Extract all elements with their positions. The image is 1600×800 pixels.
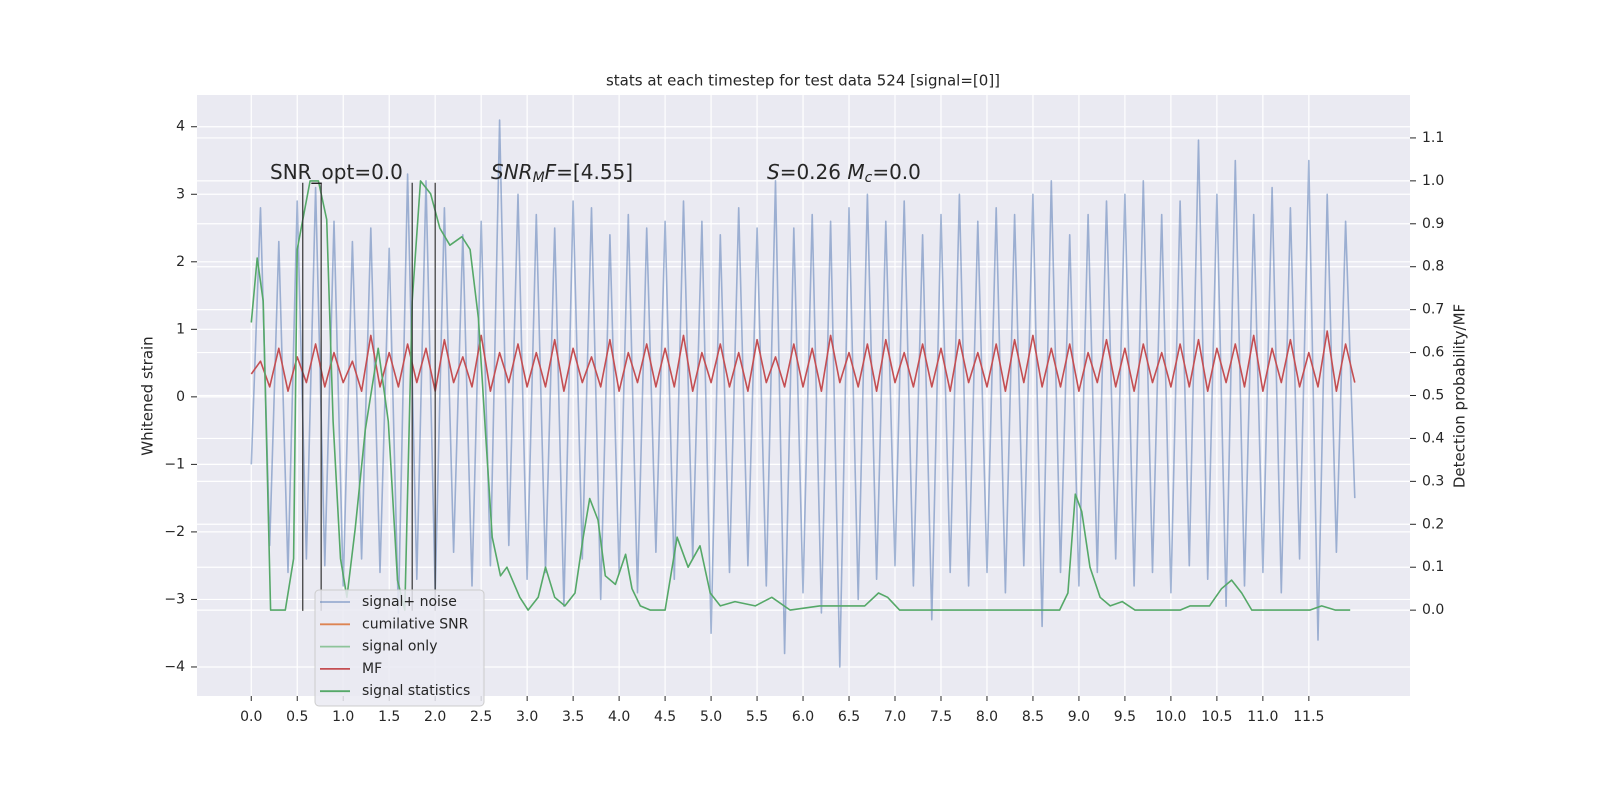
annotation: S=0.26 Mc=0.0 xyxy=(767,160,921,187)
y-tick-label: −2 xyxy=(164,524,185,540)
y2-tick-label: 0.9 xyxy=(1422,216,1444,232)
y2-tick-label: 0.5 xyxy=(1422,388,1444,404)
series-line xyxy=(250,180,1351,611)
annotation-part: SNR xyxy=(491,160,533,184)
y-axis-label: Whitened strain xyxy=(139,336,157,455)
x-tick-label: 9.5 xyxy=(1114,709,1136,725)
x-tick-label: 1.5 xyxy=(378,709,400,725)
x-tick-label: 10.5 xyxy=(1201,709,1232,725)
legend: signal+ noise cumilative SNR signal only MF… xyxy=(314,589,485,707)
annotation-part: c xyxy=(865,170,873,186)
x-tick-label: 10.0 xyxy=(1155,709,1186,725)
x-tick-label: 7.0 xyxy=(884,709,906,725)
x-tick-label: 0.0 xyxy=(240,709,262,725)
legend-label: signal only xyxy=(362,639,437,655)
x-tick-label: 8.5 xyxy=(1022,709,1044,725)
x-tick-label: 2.0 xyxy=(424,709,446,725)
x-tick-label: 5.0 xyxy=(700,709,722,725)
annotation: SNR_opt=0.0 xyxy=(270,160,403,184)
legend-box xyxy=(314,589,485,707)
x-tick-label: 6.5 xyxy=(838,709,860,725)
x-tick-label: 6.0 xyxy=(792,709,814,725)
chart-title: stats at each timestep for test data 524… xyxy=(606,72,1000,90)
y-tick-label: −3 xyxy=(164,591,185,607)
y2-tick-label: 1.1 xyxy=(1422,130,1444,146)
annotation-part: M xyxy=(533,170,545,186)
x-tick-label: 3.0 xyxy=(516,709,538,725)
y2-tick-label: 0.7 xyxy=(1422,302,1444,318)
y2-tick-label: 0.4 xyxy=(1422,430,1444,446)
x-tick-label: 3.5 xyxy=(562,709,584,725)
legend-label: signal+ noise xyxy=(362,594,457,610)
x-tick-label: 5.5 xyxy=(746,709,768,725)
annotation-part: SNR_opt=0.0 xyxy=(270,160,403,184)
y-tick-label: −4 xyxy=(164,659,185,675)
y-tick-label: 3 xyxy=(176,186,185,202)
annotation-part: =[4.55] xyxy=(556,160,633,184)
legend-label: MF xyxy=(362,661,382,677)
y2-tick-label: 0.6 xyxy=(1422,345,1444,361)
y2-axis-label: Detection probability/MF xyxy=(1451,304,1469,488)
legend-label: cumilative SNR xyxy=(362,616,469,632)
y2-tick-label: 0.8 xyxy=(1422,259,1444,275)
x-tick-label: 9.0 xyxy=(1068,709,1090,725)
y-tick-label: 1 xyxy=(176,321,185,337)
y2-tick-label: 0.1 xyxy=(1422,559,1444,575)
x-tick-label: 1.0 xyxy=(332,709,354,725)
annotation-part: =0.26 xyxy=(780,160,848,184)
x-tick-label: 4.0 xyxy=(608,709,630,725)
legend-label: signal statistics xyxy=(362,683,470,699)
annotation-part: =0.0 xyxy=(872,160,921,184)
annotation-part: M xyxy=(847,160,864,184)
y2-tick-label: 0.3 xyxy=(1422,473,1444,489)
y-tick-label: 2 xyxy=(176,254,185,270)
y-tick-label: −1 xyxy=(164,456,185,472)
annotation-part: F xyxy=(545,160,557,184)
x-tick-label: 4.5 xyxy=(654,709,676,725)
y2-tick-label: 1.0 xyxy=(1422,173,1444,189)
x-tick-label: 11.0 xyxy=(1247,709,1278,725)
annotation-part: S xyxy=(767,160,780,184)
x-tick-label: 7.5 xyxy=(930,709,952,725)
x-tick-label: 11.5 xyxy=(1293,709,1324,725)
x-tick-label: 0.5 xyxy=(286,709,308,725)
y2-tick-label: 0.0 xyxy=(1422,602,1444,618)
x-tick-label: 2.5 xyxy=(470,709,492,725)
x-tick-label: 8.0 xyxy=(976,709,998,725)
annotation: SNRMF=[4.55] xyxy=(491,160,633,187)
y-tick-label: 0 xyxy=(176,389,185,405)
y-tick-label: 4 xyxy=(176,119,185,135)
y2-tick-label: 0.2 xyxy=(1422,516,1444,532)
